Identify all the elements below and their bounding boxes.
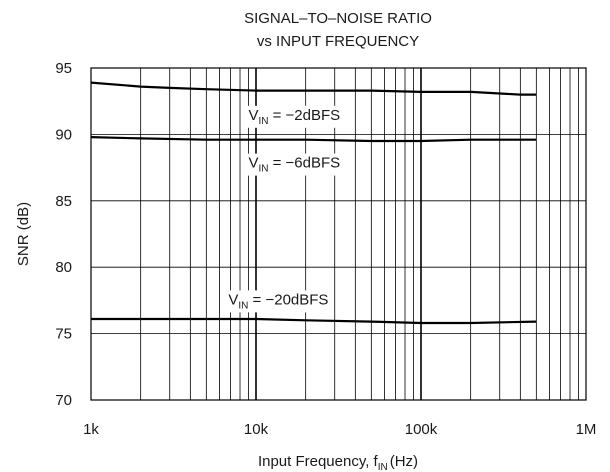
annotation-background: [246, 153, 343, 176]
annotation-suffix: = −20dBFS: [248, 291, 328, 308]
x-tick-label: 1k: [83, 421, 99, 438]
y-tick-label: 95: [55, 60, 72, 77]
annotation-background: [246, 105, 343, 128]
annotation-prefix: V: [248, 155, 258, 172]
y-tick-label: 70: [55, 392, 72, 409]
series-line-3: [91, 317, 537, 325]
annotation-background: [226, 290, 331, 313]
y-tick-labels: 70 75 80 85 90 95: [55, 60, 72, 409]
annotation-suffix: = −2dBFS: [268, 107, 340, 124]
x-tick-label: 10k: [244, 421, 269, 438]
x-axis-label-sub: IN: [378, 462, 388, 472]
plot-frame: [90, 67, 587, 401]
y-tick-label: 75: [55, 326, 72, 343]
y-tick-label: 90: [55, 126, 72, 143]
y-tick-label: 80: [55, 259, 72, 276]
annotation-subscript: IN: [258, 116, 268, 127]
chart-title: SIGNAL–TO–NOISE RATIO: [244, 10, 432, 27]
x-tick-label: 100k: [405, 421, 438, 438]
chart-subtitle: vs INPUT FREQUENCY: [257, 33, 419, 50]
x-axis-label-main: Input Frequency, f: [258, 453, 379, 470]
series-lines: [90, 81, 537, 325]
x-tick-labels: 1k 10k 100k 1M: [83, 421, 596, 438]
series-line-1: [90, 81, 537, 96]
grid: [91, 68, 586, 400]
series-annotation-1: VIN = −2dBFS: [248, 107, 340, 127]
series-line-2: [90, 136, 537, 143]
annotation-subscript: IN: [238, 300, 248, 311]
y-axis-label: SNR (dB): [15, 202, 32, 266]
x-axis-label: Input Frequency, fIN (Hz): [258, 453, 418, 472]
annotation-subscript: IN: [258, 164, 268, 175]
series-annotation-2: VIN = −6dBFS: [248, 155, 340, 175]
annotation-prefix: V: [228, 291, 238, 308]
series-annotation-3: VIN = −20dBFS: [228, 291, 328, 311]
x-tick-label: 1M: [576, 421, 597, 438]
x-axis-label-unit: (Hz): [390, 453, 418, 470]
annotation-suffix: = −6dBFS: [268, 155, 340, 172]
y-tick-label: 85: [55, 193, 72, 210]
annotation-prefix: V: [248, 107, 258, 124]
